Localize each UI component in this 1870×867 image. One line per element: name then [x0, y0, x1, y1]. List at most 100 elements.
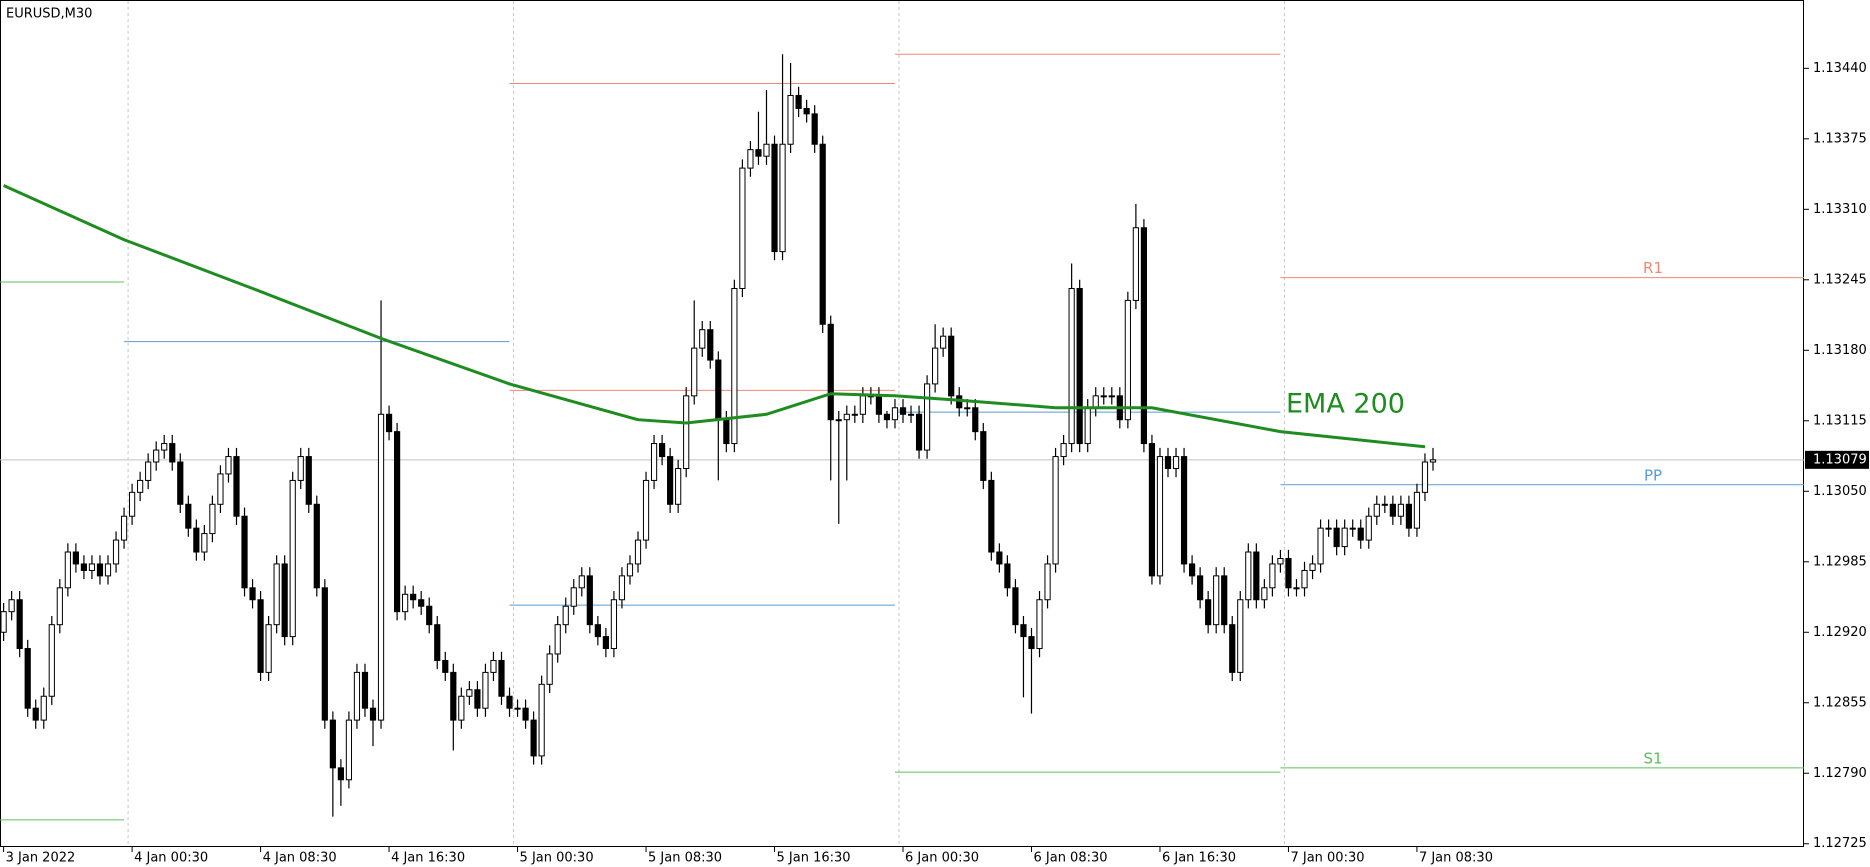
candle-body	[1333, 527, 1340, 548]
candle-body	[1309, 563, 1316, 571]
candle-body	[393, 431, 401, 613]
candle-body	[1124, 299, 1131, 421]
candle-body	[1213, 575, 1220, 626]
candle-body	[193, 527, 200, 553]
candle-body	[1084, 407, 1091, 445]
candle-body	[80, 563, 88, 571]
candle-body	[402, 593, 409, 613]
candle-body	[16, 599, 23, 650]
candle-body	[667, 456, 674, 505]
candle-body	[345, 719, 353, 781]
candle-body	[434, 624, 441, 661]
candle-body	[1253, 551, 1260, 601]
candle-body	[1229, 624, 1236, 673]
ema-label: EMA 200	[1286, 389, 1405, 420]
candle-body	[731, 287, 738, 445]
candle-body	[466, 689, 473, 697]
x-tick-label: 5 Jan 08:30	[648, 851, 722, 866]
candle-body	[369, 707, 377, 721]
x-tick-label: 6 Jan 16:30	[1162, 851, 1236, 866]
candle-body	[329, 719, 336, 769]
candle-body	[153, 449, 160, 463]
candle-body	[72, 551, 79, 565]
candle-body	[498, 659, 505, 697]
x-tick-label: 5 Jan 16:30	[777, 851, 851, 866]
candle-body	[1429, 459, 1437, 463]
y-tick-label: 1.13310	[1813, 202, 1867, 217]
candle-body	[691, 347, 698, 397]
candle-body	[1413, 491, 1421, 529]
candle-body	[305, 456, 312, 505]
x-tick-label: 7 Jan 00:30	[1290, 851, 1364, 866]
candle-body	[859, 395, 866, 415]
candle-body	[610, 599, 618, 650]
candle-body	[137, 479, 144, 493]
candle-body	[56, 587, 63, 626]
candle-body	[578, 575, 585, 589]
candle-body	[1405, 503, 1413, 529]
candle-body	[763, 143, 770, 157]
candle-body	[249, 587, 256, 601]
candle-body	[683, 395, 690, 470]
candle-body	[972, 407, 979, 433]
candle-body	[996, 551, 1003, 565]
candle-body	[1205, 599, 1212, 626]
y-tick-label: 1.13375	[1813, 131, 1867, 146]
candle-body	[1108, 395, 1115, 398]
candle-body	[779, 143, 786, 253]
candle-body	[699, 329, 706, 349]
candle-body	[570, 587, 577, 607]
candle-body	[875, 395, 883, 415]
candle-body	[843, 413, 850, 421]
candle-body	[1020, 624, 1027, 638]
candle-body	[273, 563, 280, 626]
candle-body	[32, 707, 39, 721]
candle-body	[586, 575, 593, 626]
candle-body	[1349, 527, 1356, 530]
x-tick-label: 6 Jan 00:30	[905, 851, 979, 866]
candle-body	[827, 323, 834, 421]
y-tick-label: 1.12790	[1813, 766, 1867, 781]
y-tick-label: 1.13440	[1813, 61, 1867, 76]
plot-frame	[0, 0, 1804, 847]
candle-body	[418, 599, 425, 607]
candle-body	[1261, 587, 1268, 601]
candle-body	[281, 563, 288, 638]
candle-body	[1100, 395, 1107, 398]
candle-body	[1293, 587, 1300, 590]
candle-body	[1317, 527, 1324, 565]
candle-body	[233, 456, 240, 517]
candle-body	[1012, 587, 1019, 626]
candle-body	[410, 593, 417, 601]
candle-body	[169, 443, 176, 463]
candle-body	[755, 149, 762, 157]
candle-body	[923, 383, 931, 451]
candle-body	[618, 575, 626, 601]
candle-body	[940, 335, 947, 349]
x-tick-label: 3 Jan 2022	[6, 851, 76, 866]
candle-body	[1044, 563, 1051, 601]
candle-body	[40, 695, 47, 721]
candle-body	[1052, 456, 1059, 565]
candle-body	[1028, 636, 1035, 650]
candle-body	[811, 113, 818, 145]
candle-body	[907, 413, 915, 416]
candle-body	[145, 461, 152, 481]
candle-body	[1357, 527, 1364, 541]
candle-body	[313, 503, 320, 589]
candle-body	[851, 413, 858, 416]
candle-body	[353, 671, 361, 721]
candle-body	[474, 689, 481, 709]
candle-body	[747, 149, 754, 169]
candle-body	[1004, 563, 1011, 589]
x-tick-label: 5 Jan 00:30	[520, 851, 594, 866]
candle-body	[490, 659, 497, 673]
candle-body	[450, 671, 457, 721]
candle-body	[1373, 503, 1380, 517]
candle-body	[241, 515, 248, 589]
candle-body	[1188, 563, 1196, 577]
candle-body	[1221, 575, 1228, 626]
y-tick-label: 1.12725	[1813, 836, 1867, 851]
